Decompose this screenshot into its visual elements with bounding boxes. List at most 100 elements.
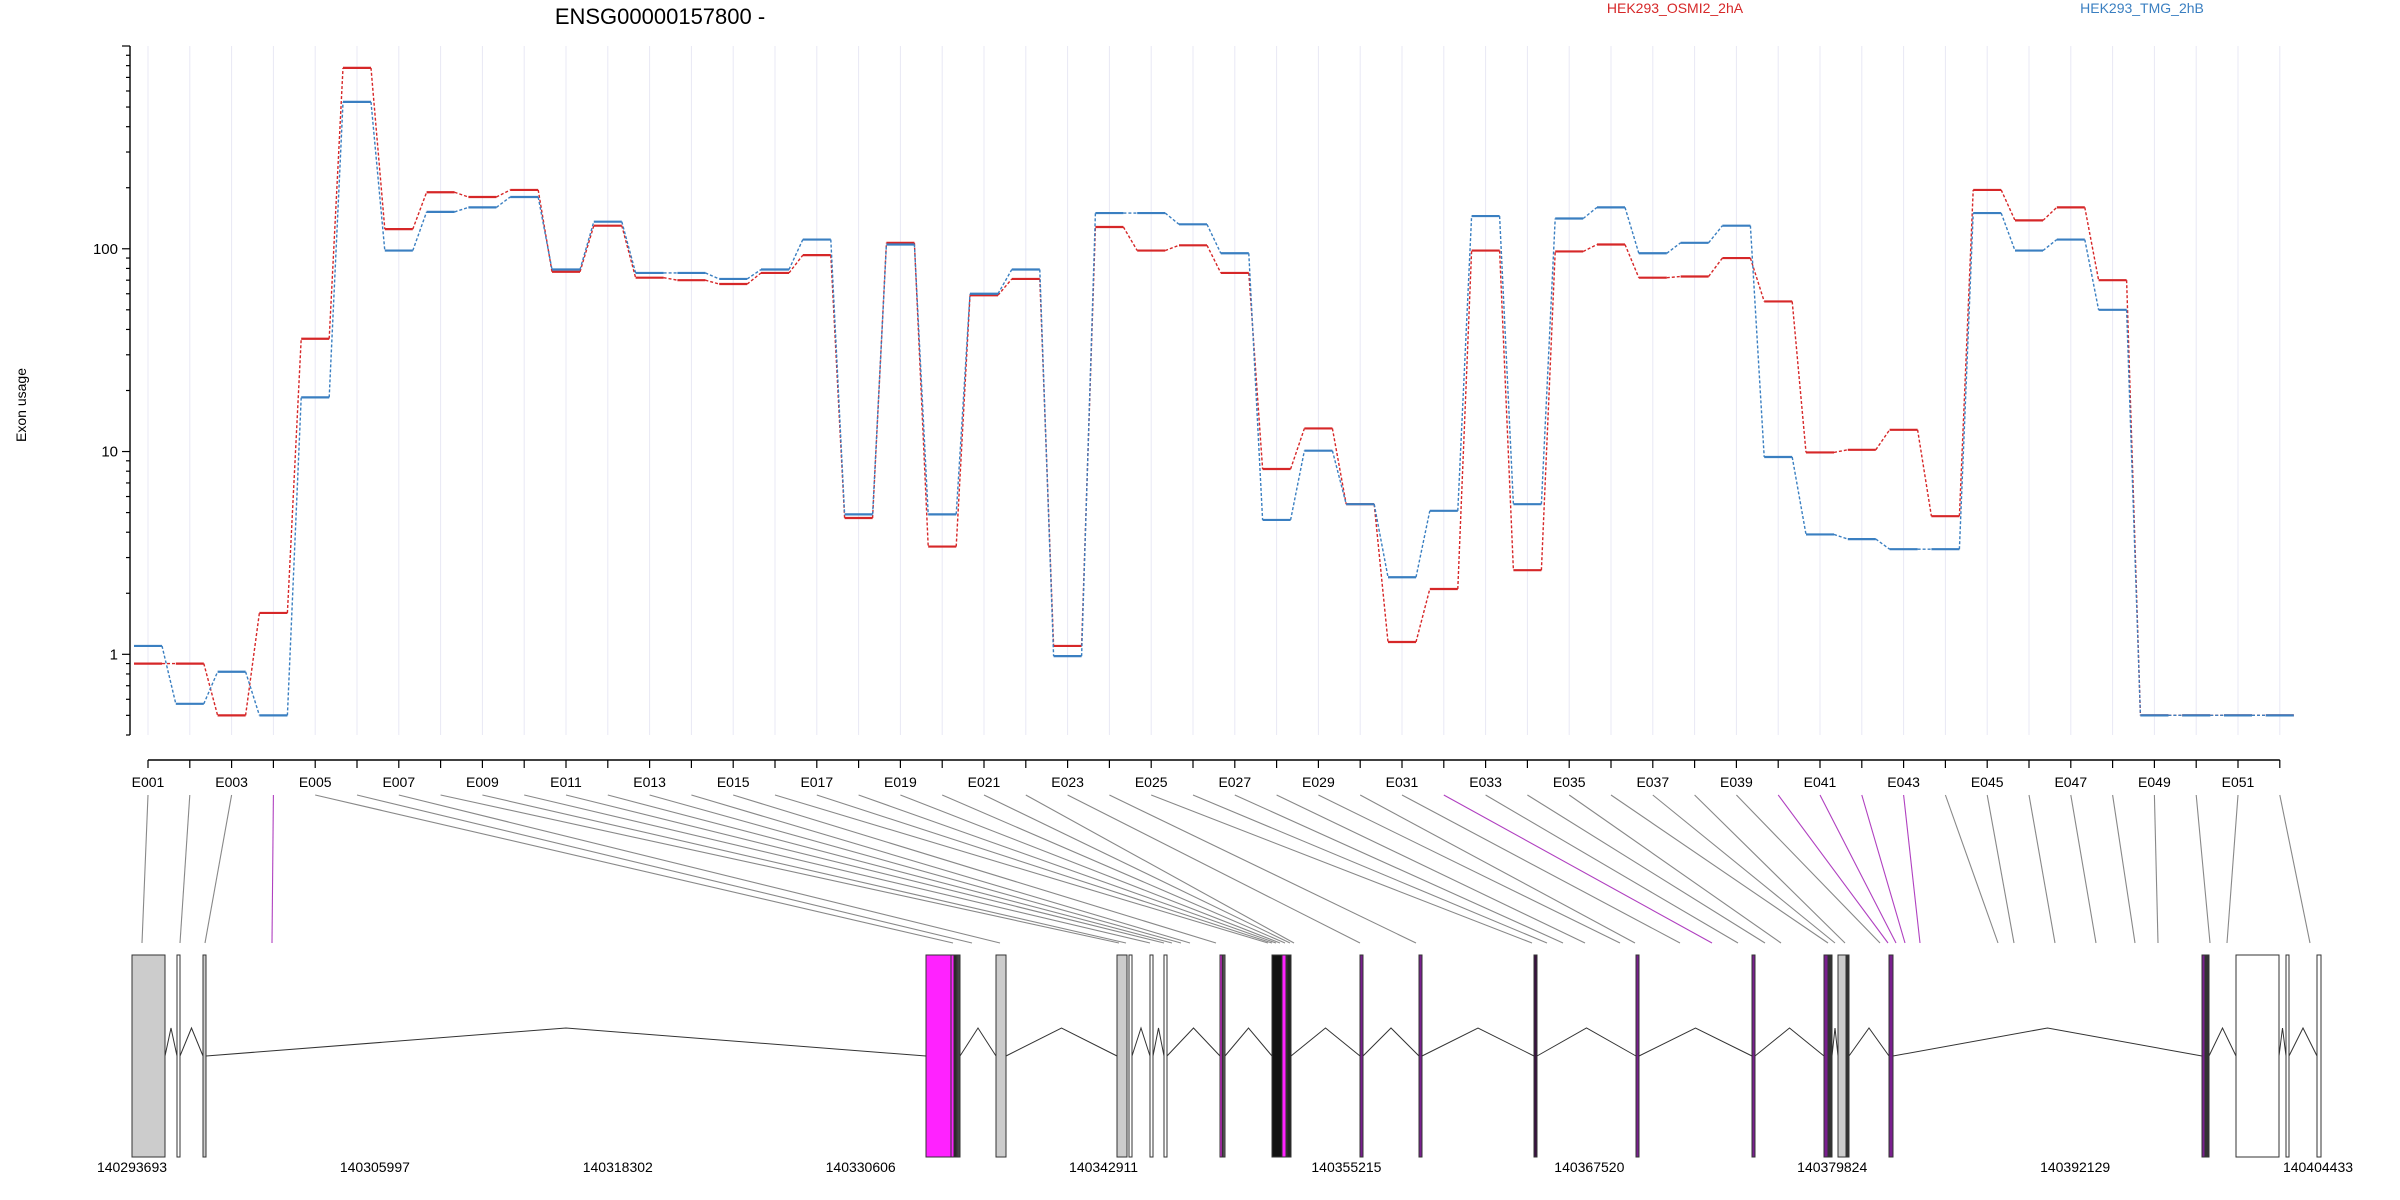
x-tick-label: E021 xyxy=(968,774,1001,790)
series-2-connector xyxy=(1582,206,1598,220)
x-tick-label: E015 xyxy=(717,774,750,790)
series-2-connector xyxy=(1206,224,1222,254)
genomic-coordinate-labels: 140293693 140305997 140318302 140330606 1403… xyxy=(97,1159,2353,1175)
series-1-connector xyxy=(2125,280,2142,716)
intron-line xyxy=(1892,1027,2203,1057)
series-2-connector xyxy=(1080,213,1097,657)
exon-connector xyxy=(1610,794,1829,944)
y-axis-label: Exon usage xyxy=(13,368,29,442)
series-2-connector xyxy=(1331,450,1347,505)
x-tick-label: E039 xyxy=(1720,774,1753,790)
series-1-connector xyxy=(1708,257,1723,277)
series-1-connector xyxy=(1875,429,1891,451)
series-1-connector xyxy=(663,277,678,281)
exon-block xyxy=(1281,954,1287,1158)
series-2-connector xyxy=(495,196,511,208)
x-tick-label: E017 xyxy=(800,774,833,790)
exon-block xyxy=(1888,954,1894,1158)
legend-series-2: HEK293_TMG_2hB xyxy=(2080,0,2204,16)
series-2-connector xyxy=(1373,504,1389,578)
series-1-connector xyxy=(1248,272,1264,470)
x-tick-label: E011 xyxy=(550,774,582,790)
series-2-connector xyxy=(621,221,637,274)
coordinate-label: 140379824 xyxy=(1797,1159,1867,1175)
exon-connector xyxy=(900,794,1281,944)
series-lines xyxy=(134,66,2294,717)
exon-connector xyxy=(816,794,1273,944)
coordinate-label: 140342911 xyxy=(1069,1159,1138,1175)
exon-connector xyxy=(179,794,191,944)
x-tick-label: E005 xyxy=(299,774,332,790)
series-1-connector xyxy=(537,189,553,272)
exon-connector xyxy=(1861,794,1906,944)
series-1-connector xyxy=(1457,250,1473,590)
series-2-connector xyxy=(746,268,762,280)
exon-connector xyxy=(2112,794,2136,944)
intron-line xyxy=(1290,1027,1361,1057)
chart-title: ENSG00000157800 - xyxy=(555,4,765,29)
series-2-connector xyxy=(1875,538,1891,550)
exon-connector xyxy=(356,794,973,944)
x-tick-label: E023 xyxy=(1051,774,1084,790)
series-1-connector xyxy=(2084,207,2100,281)
series-2-connector xyxy=(1833,533,1849,540)
x-tick-label: E003 xyxy=(215,774,248,790)
coordinate-label: 140318302 xyxy=(583,1159,653,1175)
exon-connector xyxy=(1568,794,1782,944)
series-2-connector xyxy=(1457,216,1473,511)
x-axis: E001 E003 E005 E007 E009 E011 E013 E015 E017 E019… xyxy=(132,759,2281,790)
series-2-connector xyxy=(1498,216,1515,505)
exon-connector xyxy=(1819,794,1897,944)
series-2-connector xyxy=(1248,253,1264,520)
series-2-connector xyxy=(537,196,553,270)
x-tick-label: E049 xyxy=(2138,774,2171,790)
coordinate-label: 140355215 xyxy=(1311,1159,1381,1175)
series-1-connector xyxy=(1206,245,1222,274)
exon-connector xyxy=(1109,794,1417,944)
x-tick-label: E051 xyxy=(2222,774,2255,790)
exon-connector xyxy=(2226,794,2239,944)
series-1-connector xyxy=(913,242,929,547)
series-1-connector xyxy=(370,67,386,230)
exon-connector xyxy=(1276,794,1586,944)
series-2-connector xyxy=(2000,212,2016,251)
series-2-connector xyxy=(2084,239,2100,310)
exon-connector xyxy=(141,794,149,944)
intron-line xyxy=(179,1026,204,1057)
exon-connector xyxy=(440,794,1120,944)
x-tick-label: E043 xyxy=(1887,774,1920,790)
series-1-connector xyxy=(1331,428,1347,505)
series-1-connector xyxy=(328,67,344,339)
y-tick-label: 10 xyxy=(101,444,118,461)
gene-model xyxy=(131,954,2322,1158)
exon-block xyxy=(1163,954,1168,1158)
exon-block xyxy=(131,954,166,1158)
exon-connector xyxy=(983,794,1291,944)
series-1-connector xyxy=(579,225,595,272)
series-2-connector xyxy=(1749,225,1765,458)
exon-connector xyxy=(271,794,274,944)
x-tick-label: E007 xyxy=(382,774,415,790)
series-2-connector xyxy=(412,211,428,251)
series-2-connector xyxy=(203,671,219,705)
series-1-connector xyxy=(1958,189,1974,517)
series-1-connector xyxy=(955,295,971,547)
exon-block xyxy=(2235,954,2280,1158)
series-1-connector xyxy=(1666,275,1681,279)
x-tick-label: E029 xyxy=(1302,774,1335,790)
series-1-connector xyxy=(1540,251,1556,571)
exon-connector xyxy=(858,794,1277,944)
series-2-connector xyxy=(955,293,971,515)
intron-line xyxy=(1421,1027,1535,1057)
series-2-connector xyxy=(2042,239,2058,252)
series-2-connector xyxy=(370,101,386,251)
exon-connector xyxy=(398,794,1001,944)
series-1-connector xyxy=(1624,244,1640,278)
exon-block xyxy=(176,954,181,1158)
series-2 xyxy=(134,100,2294,717)
x-tick-label: E041 xyxy=(1804,774,1837,790)
exon-block xyxy=(1149,954,1154,1158)
x-tick-label: E037 xyxy=(1636,774,1669,790)
exon-block xyxy=(1359,954,1364,1158)
series-2-connector xyxy=(705,272,720,280)
